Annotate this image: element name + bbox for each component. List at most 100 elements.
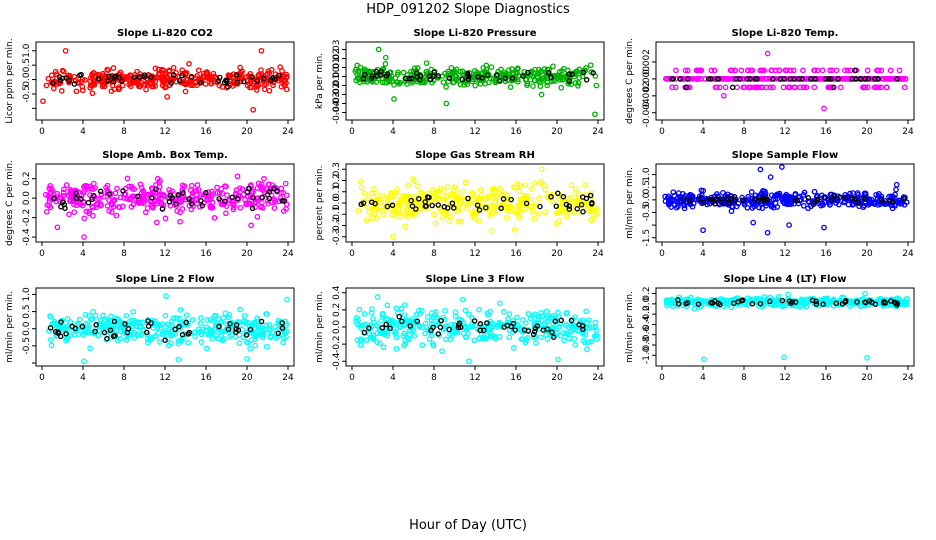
reference-point [770, 76, 776, 82]
data-point [119, 203, 126, 210]
data-point [139, 319, 146, 326]
reference-point [179, 331, 186, 338]
data-point [94, 201, 101, 208]
data-point [375, 46, 382, 53]
data-point [781, 198, 788, 205]
data-point [163, 293, 169, 299]
data-point [402, 223, 408, 230]
data-point [800, 84, 807, 91]
data-point [79, 83, 86, 90]
data-point [81, 184, 87, 190]
x-tick-label: 24 [282, 249, 294, 259]
data-point [244, 356, 250, 362]
reference-point [168, 80, 174, 86]
data-point [701, 356, 707, 363]
data-point [254, 213, 261, 220]
data-point [728, 203, 735, 210]
data-point [413, 311, 420, 318]
data-point [785, 291, 791, 298]
data-points [352, 46, 600, 118]
data-point [263, 311, 269, 317]
reference-point [792, 299, 799, 305]
data-point [216, 82, 223, 89]
data-point [47, 336, 54, 343]
panel-title: Slope Li-820 Temp. [732, 28, 839, 39]
data-point [860, 204, 867, 211]
data-point [786, 222, 792, 228]
data-point [248, 222, 254, 229]
reference-point [78, 71, 84, 78]
data-point [532, 202, 538, 208]
x-tick-label: 16 [820, 249, 832, 259]
data-points [355, 166, 600, 240]
data-point [689, 203, 696, 210]
data-point [757, 67, 763, 74]
reference-point [215, 77, 222, 84]
data-point [82, 77, 88, 83]
data-point [429, 341, 436, 347]
reference-point [531, 328, 538, 335]
data-point [469, 315, 475, 321]
reference-point [779, 297, 786, 304]
reference-point [901, 196, 908, 202]
reference-point [254, 78, 260, 84]
data-point [237, 185, 243, 192]
data-point [423, 68, 430, 75]
y-tick-label: 0.2 [642, 286, 652, 300]
data-point [681, 202, 688, 209]
data-point [156, 184, 163, 190]
data-point [116, 204, 123, 211]
x-tick-label: 16 [820, 127, 832, 137]
data-point [396, 81, 403, 87]
reference-point [496, 78, 503, 84]
data-point [360, 198, 367, 204]
data-point [193, 195, 200, 202]
data-point [672, 84, 679, 91]
data-point [209, 335, 216, 342]
data-point [113, 212, 120, 219]
data-point [505, 71, 512, 77]
reference-point [861, 195, 868, 202]
reference-point [525, 328, 532, 334]
data-point [537, 79, 543, 86]
data-point [73, 88, 80, 95]
data-point [79, 202, 86, 209]
reference-point [63, 75, 69, 81]
data-point [875, 84, 882, 91]
reference-point [540, 327, 546, 333]
data-point [81, 215, 88, 222]
reference-point [423, 203, 429, 209]
data-point [251, 331, 257, 338]
y-axis-label: degrees C per min. [625, 38, 635, 124]
data-point [561, 337, 567, 344]
data-point [520, 316, 526, 323]
reference-point [266, 195, 273, 202]
data-point [592, 319, 599, 326]
data-point [679, 76, 686, 82]
data-point [282, 77, 289, 84]
data-point [564, 330, 571, 337]
reference-point [479, 75, 485, 81]
data-point [212, 313, 219, 319]
data-point [794, 76, 800, 82]
data-point [821, 224, 827, 231]
data-point [413, 67, 420, 74]
data-point [450, 69, 457, 75]
data-point [787, 67, 794, 74]
x-tick-label: 20 [241, 373, 253, 383]
reference-point [717, 301, 723, 308]
data-point [108, 88, 115, 95]
reference-point [233, 72, 240, 78]
data-point [402, 337, 409, 344]
y-tick-label: 0.03 [332, 39, 342, 59]
data-point [476, 194, 482, 201]
data-point [379, 207, 385, 213]
reference-point [713, 196, 719, 202]
reference-point [216, 323, 222, 330]
reference-point [580, 69, 587, 76]
data-point [234, 173, 241, 180]
data-point [496, 300, 503, 307]
data-point [878, 67, 885, 74]
data-point [129, 193, 136, 200]
reference-point [384, 203, 391, 210]
